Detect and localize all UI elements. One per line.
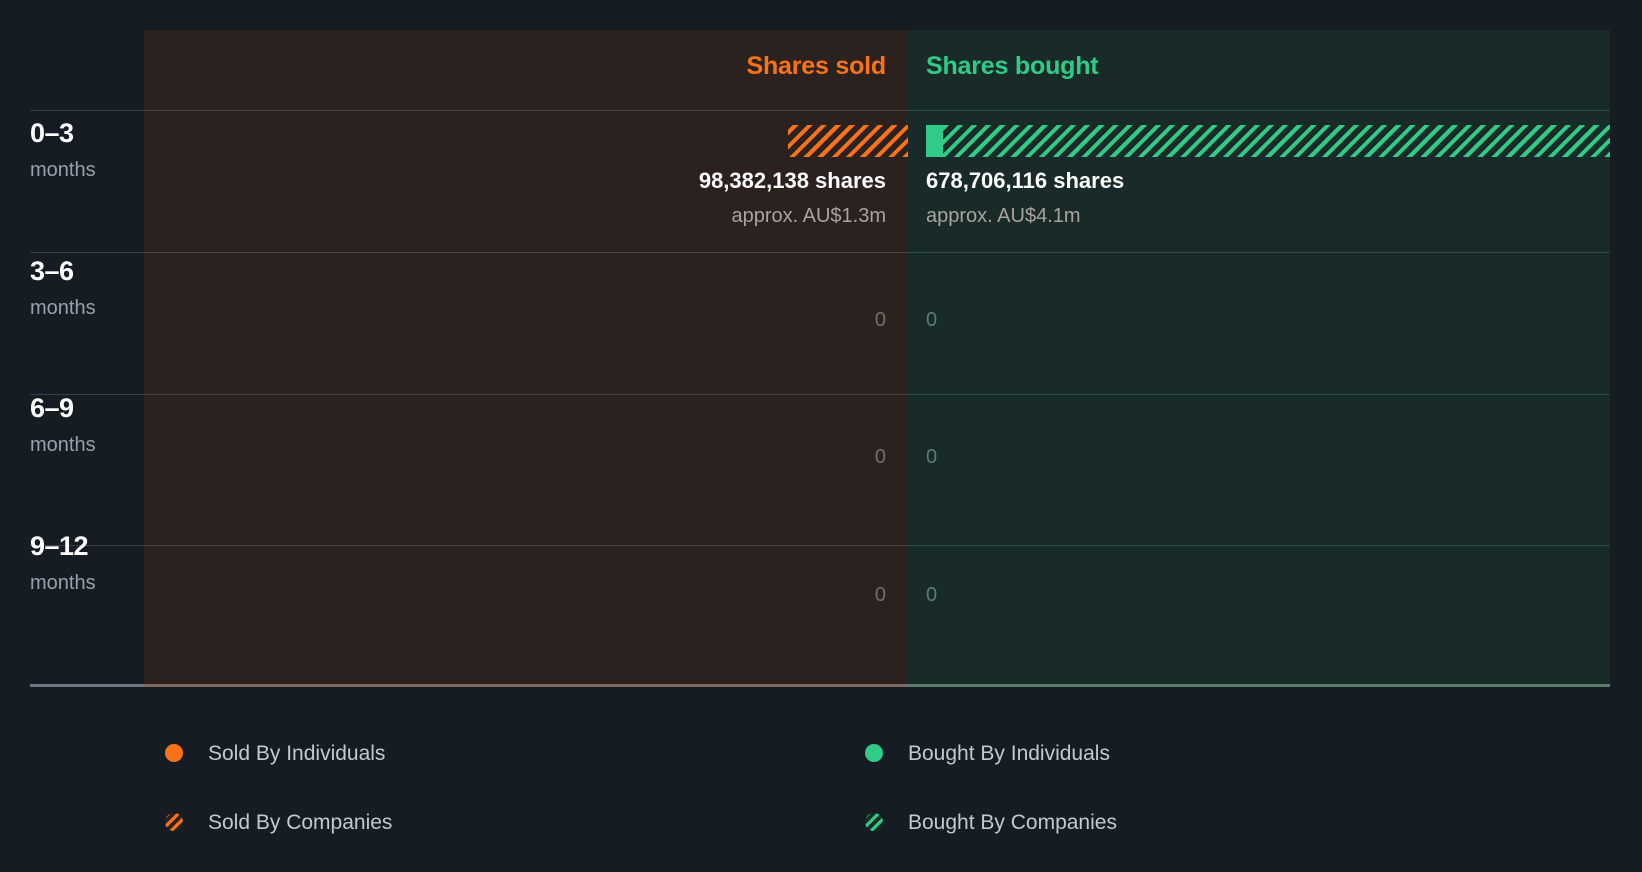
legend-item-bought-by-companies[interactable]: Bought By Companies	[865, 811, 1117, 833]
bar-sold-0-3-months[interactable]	[144, 125, 908, 157]
sold-zero-value-9-12-months: 0	[874, 584, 886, 606]
cell-values-sold-0-3-months: 98,382,138 shares approx. AU$1.3m	[144, 168, 886, 227]
sold-approx-value: approx. AU$1.3m	[731, 205, 886, 227]
legend-item-sold-by-individuals[interactable]: Sold By Individuals	[165, 742, 385, 764]
bar-segment-sold-by-companies	[788, 125, 908, 157]
legend-item-label: Sold By Individuals	[208, 741, 386, 765]
gridline-row-2	[30, 394, 1610, 395]
gridline-row-3	[30, 545, 1610, 546]
legend-item-bought-by-individuals[interactable]: Bought By Individuals	[865, 742, 1110, 764]
legend-solid-circle-orange-icon	[165, 744, 183, 762]
row-unit-label: months	[30, 572, 96, 594]
gridline-row-0	[30, 110, 1610, 111]
bar-segment-bought-by-individuals	[926, 125, 943, 157]
axis-line-bottom	[30, 684, 1610, 687]
legend-item-label: Bought By Companies	[908, 810, 1117, 834]
legend-hatched-circle-orange-icon	[165, 813, 183, 831]
bought-zero-value-6-9-months: 0	[926, 446, 938, 468]
row-range-label: 6–9	[30, 393, 74, 423]
sold-shares-value: 98,382,138 shares	[698, 168, 886, 193]
shares-sold-header: Shares sold	[746, 52, 886, 80]
legend-item-label: Sold By Companies	[208, 810, 393, 834]
shares-sold-panel	[144, 30, 908, 685]
row-unit-label: months	[30, 434, 96, 456]
legend-hatched-circle-green-icon	[865, 813, 883, 831]
row-label-6-9-months: 6–9 months	[30, 393, 140, 456]
legend-solid-circle-green-icon	[865, 744, 883, 762]
row-label-3-6-months: 3–6 months	[30, 256, 140, 319]
sold-zero-value-3-6-months: 0	[874, 309, 886, 331]
row-label-9-12-months: 9–12 months	[30, 531, 140, 594]
row-label-0-3-months: 0–3 months	[30, 118, 140, 181]
gridline-row-1	[30, 252, 1610, 253]
bar-segment-bought-by-companies	[943, 125, 1610, 157]
row-range-label: 0–3	[30, 118, 74, 148]
bought-zero-value-9-12-months: 0	[926, 584, 938, 606]
bar-bought-0-3-months[interactable]	[926, 125, 1610, 157]
bought-shares-value: 678,706,116 shares	[926, 168, 1125, 193]
row-range-label: 9–12	[30, 531, 89, 561]
legend-item-label: Bought By Individuals	[908, 741, 1110, 765]
cell-values-bought-0-3-months: 678,706,116 shares approx. AU$4.1m	[926, 168, 1125, 227]
legend-item-sold-by-companies[interactable]: Sold By Companies	[165, 811, 392, 833]
sold-zero-value-6-9-months: 0	[874, 446, 886, 468]
row-unit-label: months	[30, 297, 96, 319]
row-unit-label: months	[30, 159, 96, 181]
shares-bought-header: Shares bought	[926, 52, 1099, 80]
row-range-label: 3–6	[30, 256, 74, 286]
bought-approx-value: approx. AU$4.1m	[926, 205, 1081, 227]
bought-zero-value-3-6-months: 0	[926, 309, 938, 331]
